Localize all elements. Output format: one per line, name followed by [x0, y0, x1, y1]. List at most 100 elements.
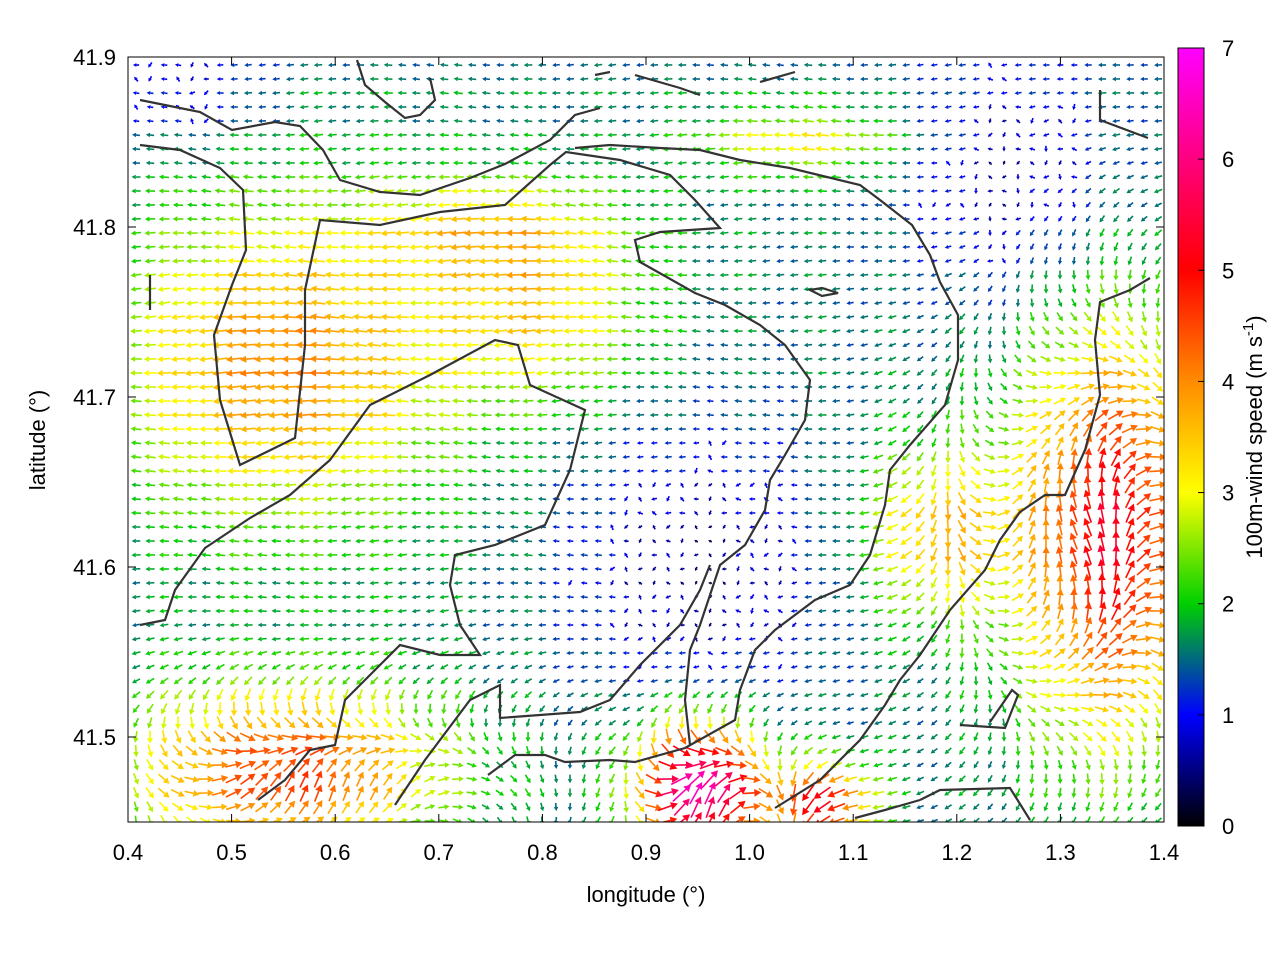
wind-arrow	[1015, 105, 1022, 109]
wind-arrow	[439, 118, 449, 124]
wind-arrow	[901, 118, 911, 124]
wind-arrow	[313, 160, 323, 166]
wind-arrow	[537, 76, 547, 82]
wind-arrow	[774, 118, 786, 124]
y-tick-label: 41.8	[73, 215, 116, 240]
wind-arrow	[902, 160, 910, 166]
wind-arrow	[190, 118, 194, 125]
wind-arrow	[258, 76, 266, 81]
wind-arrow	[1043, 175, 1050, 179]
wind-arrow	[832, 62, 840, 68]
wind-arrow	[621, 90, 631, 96]
wind-arrow	[1072, 103, 1076, 111]
wind-arrow	[774, 160, 786, 166]
wind-arrow	[438, 174, 450, 180]
colorbar-tick-label: 1	[1222, 703, 1234, 728]
wind-arrow	[148, 61, 153, 68]
wind-arrow	[1042, 77, 1050, 81]
wind-arrow	[327, 76, 337, 82]
colorbar-tick-label: 2	[1222, 592, 1234, 617]
wind-arrow	[830, 118, 842, 124]
wind-arrow	[453, 132, 463, 138]
wind-arrow	[1084, 90, 1092, 96]
wind-arrow	[453, 118, 463, 124]
wind-arrow	[439, 76, 449, 82]
wind-arrow	[565, 90, 575, 96]
wind-arrow	[944, 90, 952, 96]
wind-arrow	[579, 104, 589, 110]
wind-arrow	[272, 104, 280, 110]
wind-arrow	[482, 118, 491, 124]
wind-arrow	[523, 90, 533, 96]
wind-arrow	[621, 146, 631, 152]
wind-arrow	[745, 146, 759, 152]
wind-arrow	[944, 175, 952, 179]
wind-arrow	[733, 104, 744, 110]
wind-arrow	[342, 76, 351, 82]
wind-arrow	[565, 132, 575, 138]
wind-arrow	[1154, 118, 1162, 124]
wind-arrow	[776, 62, 784, 68]
wind-arrow	[271, 160, 281, 166]
wind-arrow	[412, 76, 420, 82]
wind-arrow	[578, 174, 590, 180]
wind-arrow	[901, 132, 911, 138]
wind-arrow	[762, 62, 771, 68]
wind-arrow	[901, 146, 911, 152]
wind-arrow	[886, 146, 898, 152]
wind-arrow	[692, 76, 700, 82]
wind-arrow	[508, 174, 520, 180]
wind-arrow	[874, 62, 883, 68]
wind-arrow	[1071, 161, 1077, 166]
wind-arrow	[789, 104, 799, 110]
wind-arrow	[636, 160, 645, 166]
wind-arrow	[636, 118, 645, 124]
wind-arrow	[859, 90, 869, 96]
wind-arrow	[173, 160, 183, 166]
wind-arrow	[958, 133, 966, 137]
wind-arrow	[411, 90, 421, 96]
wind-arrow	[313, 76, 323, 82]
wind-arrow	[846, 76, 854, 82]
wind-arrow	[1140, 146, 1148, 152]
wind-arrow	[1042, 90, 1050, 96]
wind-arrow	[987, 132, 993, 137]
wind-arrow	[383, 76, 393, 82]
wind-arrow	[706, 76, 714, 82]
wind-arrow	[354, 174, 366, 180]
wind-arrow	[945, 160, 951, 166]
wind-arrow	[145, 132, 155, 138]
wind-arrow	[1072, 118, 1077, 124]
wind-arrow	[622, 118, 630, 124]
wind-arrow	[593, 160, 603, 166]
wind-arrow	[412, 62, 420, 68]
wind-arrow	[944, 105, 952, 109]
wind-arrow	[1153, 132, 1163, 138]
wind-arrow	[424, 174, 436, 180]
wind-arrow	[1126, 161, 1134, 165]
wind-arrow	[958, 105, 966, 109]
wind-arrow	[522, 174, 534, 180]
wind-arrow	[1070, 77, 1078, 81]
wind-arrow	[215, 160, 225, 166]
wind-arrow	[203, 90, 209, 96]
wind-arrow	[480, 174, 492, 180]
wind-arrow	[958, 90, 966, 96]
wind-arrow	[677, 90, 687, 96]
wind-arrow	[397, 104, 407, 110]
wind-arrow	[636, 62, 644, 68]
wind-arrow	[607, 174, 618, 180]
wind-arrow	[285, 104, 295, 110]
wind-arrow	[468, 62, 477, 68]
wind-arrow	[244, 62, 252, 68]
wind-arrow	[1001, 63, 1008, 67]
wind-arrow	[1126, 118, 1134, 123]
wind-arrow	[258, 104, 266, 110]
wind-arrow	[676, 132, 688, 138]
wind-arrow	[593, 132, 603, 138]
wind-arrow	[552, 76, 560, 82]
wind-arrow	[425, 146, 435, 152]
wind-arrow	[1016, 174, 1020, 180]
wind-arrow	[1084, 146, 1092, 151]
wind-arrow	[801, 145, 815, 152]
